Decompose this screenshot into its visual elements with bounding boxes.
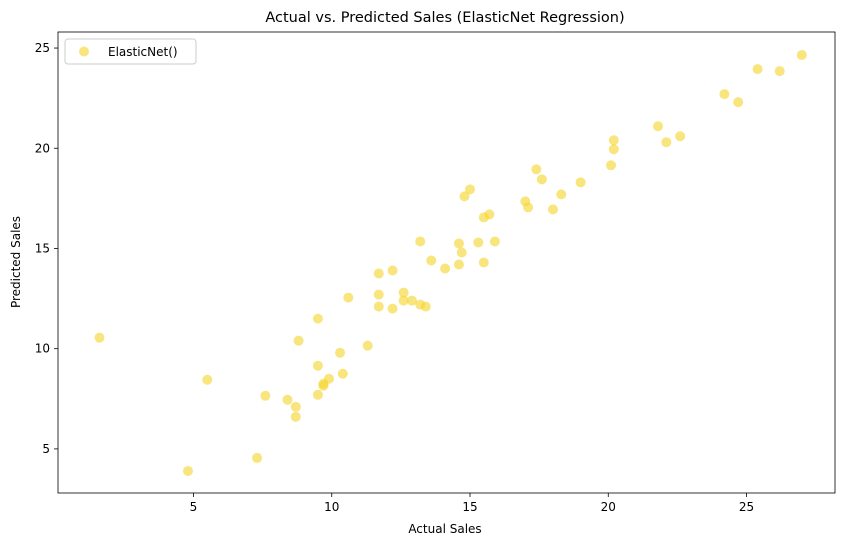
scatter-point bbox=[343, 292, 354, 303]
scatter-point bbox=[440, 263, 451, 274]
scatter-point bbox=[323, 373, 334, 384]
scatter-point bbox=[606, 160, 617, 171]
scatter-point bbox=[774, 66, 785, 77]
scatter-point bbox=[202, 374, 213, 385]
scatter-point bbox=[484, 209, 495, 220]
scatter-point bbox=[312, 313, 323, 324]
ticks-layer: 5 10 15 20 25 5 10 15 20 25 bbox=[35, 41, 754, 514]
scatter-point bbox=[312, 360, 323, 371]
legend-box bbox=[64, 38, 197, 65]
scatter-point bbox=[675, 131, 686, 142]
scatter-point bbox=[426, 255, 437, 266]
legend: ElasticNet() bbox=[64, 38, 197, 65]
points-layer bbox=[94, 50, 807, 476]
y-tick-label: 20 bbox=[35, 141, 50, 155]
scatter-point bbox=[456, 247, 467, 258]
y-tick-label: 15 bbox=[35, 241, 50, 255]
plot-frame bbox=[57, 31, 836, 494]
scatter-point bbox=[531, 164, 542, 175]
scatter-point bbox=[536, 174, 547, 185]
scatter-point bbox=[398, 287, 409, 298]
scatter-point bbox=[398, 295, 409, 306]
scatter-point bbox=[523, 202, 534, 213]
scatter-point bbox=[312, 389, 323, 400]
scatter-point bbox=[653, 121, 664, 132]
y-tick-label: 25 bbox=[35, 41, 50, 55]
scatter-point bbox=[608, 135, 619, 146]
x-tick-label: 10 bbox=[324, 500, 339, 514]
y-axis-label: Predicted Sales bbox=[9, 216, 23, 308]
scatter-point bbox=[335, 347, 346, 358]
scatter-point bbox=[415, 236, 426, 247]
scatter-point bbox=[459, 191, 470, 202]
x-tick-label: 5 bbox=[190, 500, 198, 514]
scatter-point bbox=[293, 335, 304, 346]
legend-label: ElasticNet() bbox=[108, 45, 178, 59]
scatter-point bbox=[608, 144, 619, 155]
x-tick-label: 20 bbox=[601, 500, 616, 514]
scatter-point bbox=[420, 301, 431, 312]
scatter-point bbox=[473, 237, 484, 248]
y-tick-label: 5 bbox=[42, 442, 50, 456]
scatter-point bbox=[661, 137, 672, 148]
scatter-point bbox=[182, 465, 193, 476]
scatter-point bbox=[373, 301, 384, 312]
scatter-point bbox=[719, 89, 730, 100]
scatter-point bbox=[733, 97, 744, 108]
scatter-point bbox=[387, 303, 398, 314]
x-tick-label: 15 bbox=[462, 500, 477, 514]
scatter-point bbox=[752, 64, 763, 75]
scatter-point bbox=[387, 265, 398, 276]
scatter-point bbox=[489, 236, 500, 247]
scatter-point bbox=[252, 452, 263, 463]
scatter-point bbox=[290, 401, 301, 412]
scatter-point bbox=[796, 50, 807, 61]
scatter-point bbox=[453, 238, 464, 249]
scatter-point bbox=[453, 259, 464, 270]
scatter-point bbox=[575, 177, 586, 188]
scatter-point bbox=[362, 340, 373, 351]
scatter-point bbox=[478, 257, 489, 268]
scatter-point bbox=[556, 189, 567, 200]
x-tick-label: 25 bbox=[739, 500, 754, 514]
legend-marker bbox=[79, 46, 89, 57]
scatter-point bbox=[373, 289, 384, 300]
scatter-point bbox=[373, 268, 384, 279]
scatter-point bbox=[318, 380, 329, 391]
scatter-point bbox=[547, 204, 558, 215]
scatter-point bbox=[260, 390, 271, 401]
scatter-point bbox=[94, 332, 105, 343]
y-tick-label: 10 bbox=[35, 342, 50, 356]
scatter-point bbox=[337, 368, 348, 379]
scatter-point bbox=[465, 184, 476, 195]
scatter-point bbox=[406, 295, 417, 306]
scatter-point bbox=[290, 411, 301, 422]
x-axis-label: Actual Sales bbox=[408, 522, 481, 536]
scatter-point bbox=[282, 394, 293, 405]
chart-title: Actual vs. Predicted Sales (ElasticNet R… bbox=[265, 10, 624, 26]
